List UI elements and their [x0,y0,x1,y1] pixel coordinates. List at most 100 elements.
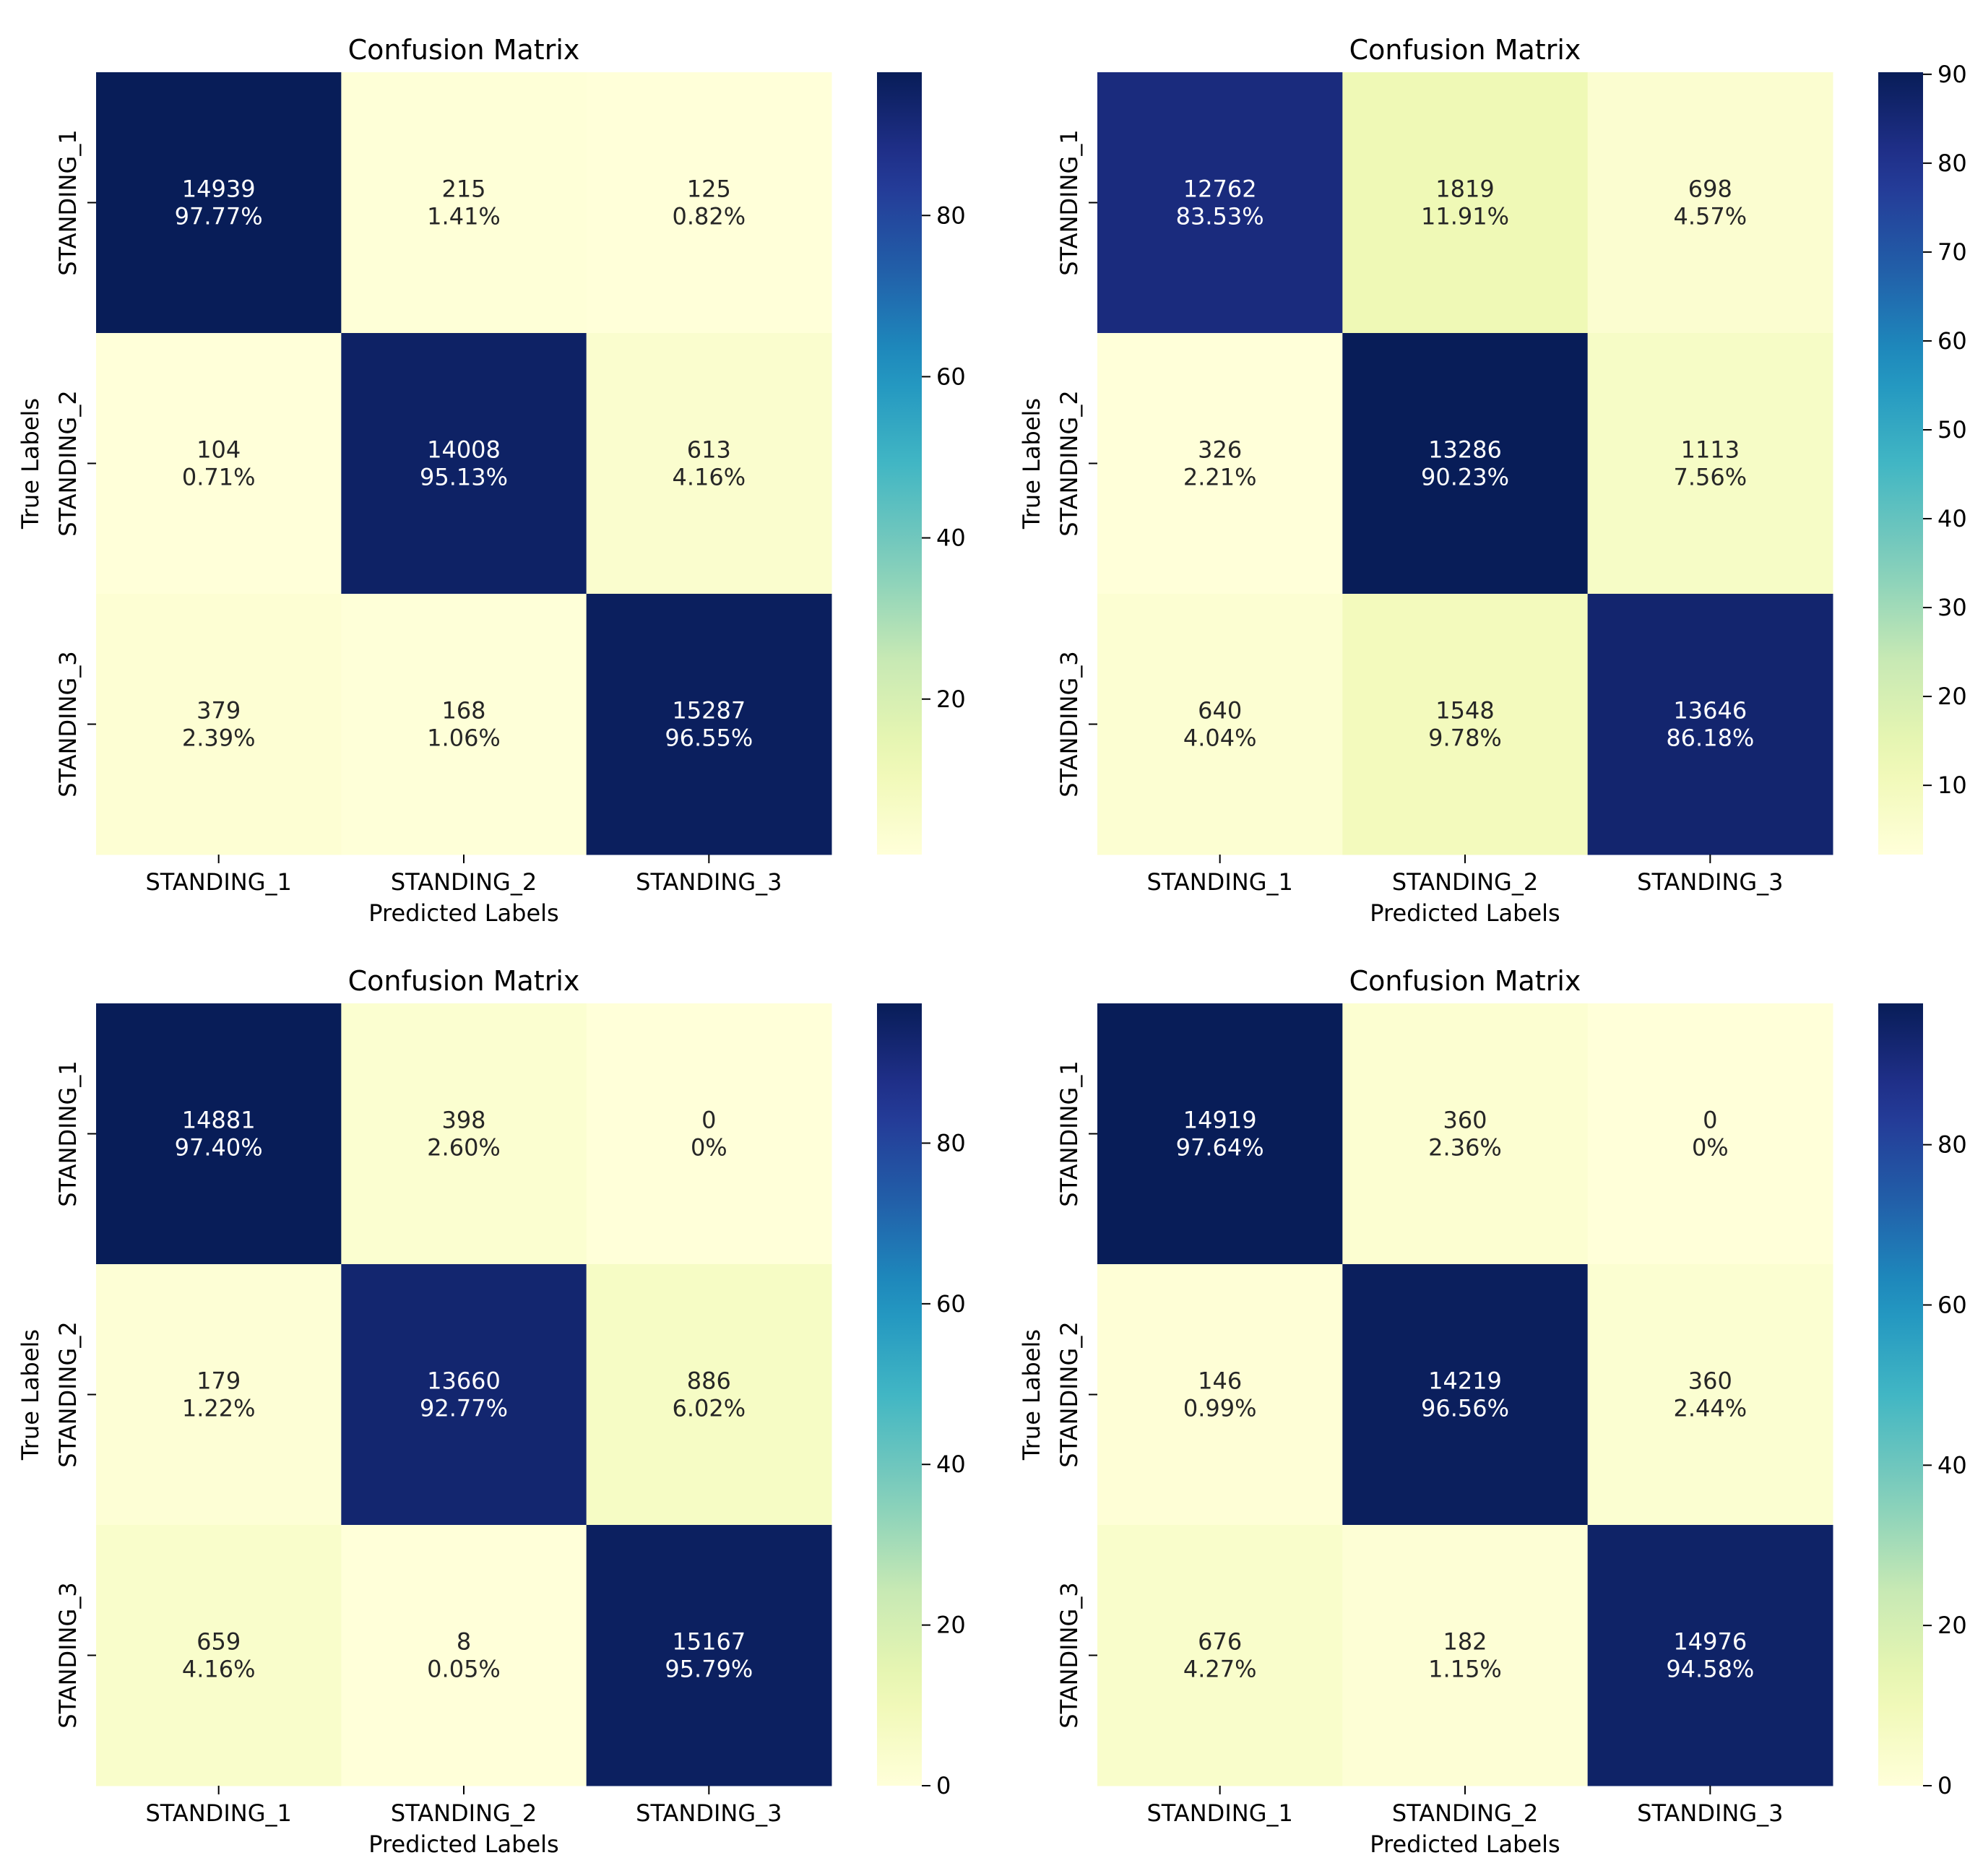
cell-count-label: 698 [1688,176,1732,203]
colorbar-tick-label: 60 [1937,327,1967,355]
y-tick-label: STANDING_3 [1055,651,1083,797]
heatmap-cell [341,72,587,334]
heatmap-cell [1342,333,1589,595]
x-axis-label: Predicted Labels [1370,899,1560,927]
y-tick-label: STANDING_2 [1055,390,1083,536]
heatmap-cell [1587,1264,1833,1526]
cell-percent-label: 95.13% [420,464,508,491]
colorbar-tick-label: 20 [1937,683,1967,710]
cell-count-label: 15167 [672,1628,746,1656]
heatmap-cell [586,72,832,334]
x-tick-label: STANDING_3 [1637,1799,1783,1827]
heatmap-cell [1342,1525,1589,1786]
cell-percent-label: 11.91% [1421,203,1509,230]
cell-count-label: 14976 [1673,1628,1747,1656]
colorbar-tick-label: 90 [1937,61,1967,88]
y-axis-label: True Labels [1018,398,1045,529]
colorbar [877,1003,922,1786]
cell-count-label: 179 [196,1367,241,1395]
y-tick-label: STANDING_1 [54,1060,82,1206]
x-tick-label: STANDING_2 [1392,1799,1538,1827]
heatmap-cell [96,333,342,595]
x-axis-label: Predicted Labels [1370,1830,1560,1858]
cell-count-label: 1548 [1435,697,1494,725]
cell-count-label: 182 [1443,1628,1487,1656]
y-tick-label: STANDING_2 [54,1321,82,1467]
heatmap-cell [1587,1003,1833,1265]
cell-percent-label: 1.41% [427,203,501,230]
colorbar-tick-label: 40 [1937,1451,1967,1479]
heatmap-cell [1587,594,1833,855]
confusion-matrix-panel-1: Confusion Matrix1493997.77%2151.41%1250.… [17,34,966,927]
colorbar [1878,72,1923,855]
colorbar [1878,1003,1923,1786]
heatmap-cell [586,1264,832,1526]
cell-percent-label: 0.71% [182,464,256,491]
cell-percent-label: 94.58% [1666,1656,1754,1683]
cell-count-label: 14008 [427,436,501,464]
cell-percent-label: 4.57% [1674,203,1747,230]
cell-percent-label: 0.82% [673,203,746,230]
chart-title: Confusion Matrix [348,965,580,997]
y-tick-label: STANDING_1 [1055,129,1083,275]
colorbar-tick-label: 80 [936,1129,966,1157]
colorbar-tick-label: 40 [1937,505,1967,532]
chart-title: Confusion Matrix [348,34,580,66]
heatmap-cell [1097,333,1343,595]
cell-count-label: 0 [701,1107,716,1134]
x-tick-label: STANDING_2 [1392,868,1538,896]
heatmap-cell [96,1003,342,1265]
heatmap-cell [341,333,587,595]
cell-count-label: 379 [196,697,241,725]
cell-percent-label: 4.04% [1183,725,1257,752]
cell-percent-label: 1.06% [427,725,501,752]
confusion-matrix-panel-3: Confusion Matrix1488197.40%3982.60%00%17… [17,965,966,1858]
chart-title: Confusion Matrix [1349,34,1581,66]
cell-count-label: 640 [1198,697,1242,725]
x-tick-label: STANDING_1 [145,868,291,896]
heatmap-cell [1342,1003,1589,1265]
y-tick-label: STANDING_3 [1055,1582,1083,1728]
x-tick-label: STANDING_1 [1146,868,1292,896]
cell-count-label: 676 [1198,1628,1242,1656]
heatmap-cell [96,594,342,855]
colorbar-tick-label: 20 [936,1612,966,1639]
cell-percent-label: 0.05% [427,1656,501,1683]
cell-count-label: 13286 [1428,436,1502,464]
x-tick-label: STANDING_2 [391,1799,537,1827]
heatmap-cell [586,594,832,855]
cell-percent-label: 6.02% [673,1395,746,1422]
heatmap-cell [1097,1525,1343,1786]
cell-percent-label: 97.40% [175,1134,263,1162]
cell-percent-label: 2.21% [1183,464,1257,491]
heatmap-cell [1097,72,1343,334]
cell-count-label: 613 [687,436,731,464]
chart-title: Confusion Matrix [1349,965,1581,997]
cell-percent-label: 0.99% [1183,1395,1257,1422]
colorbar-tick-label: 20 [936,686,966,713]
heatmap-cell [1097,1264,1343,1526]
cell-percent-label: 4.27% [1183,1656,1257,1683]
colorbar-tick-label: 0 [936,1772,951,1799]
colorbar-tick-label: 0 [1937,1772,1952,1799]
heatmap-cell [341,1264,587,1526]
heatmap-cell [1587,333,1833,595]
cell-count-label: 326 [1198,436,1242,464]
heatmap-cell [586,1525,832,1786]
heatmap-cell [341,1525,587,1786]
cell-percent-label: 96.55% [665,725,753,752]
colorbar-tick-label: 40 [936,1451,966,1478]
colorbar-tick-label: 60 [936,363,966,390]
cell-percent-label: 96.56% [1421,1395,1509,1422]
cell-percent-label: 1.15% [1428,1656,1502,1683]
heatmap-cell [96,1525,342,1786]
x-axis-label: Predicted Labels [368,899,558,927]
cell-count-label: 360 [1443,1107,1487,1134]
y-tick-label: STANDING_1 [54,129,82,275]
cell-count-label: 14939 [182,176,256,203]
colorbar-tick-label: 70 [1937,238,1967,266]
cell-percent-label: 97.77% [175,203,263,230]
heatmap-cell [1342,1264,1589,1526]
